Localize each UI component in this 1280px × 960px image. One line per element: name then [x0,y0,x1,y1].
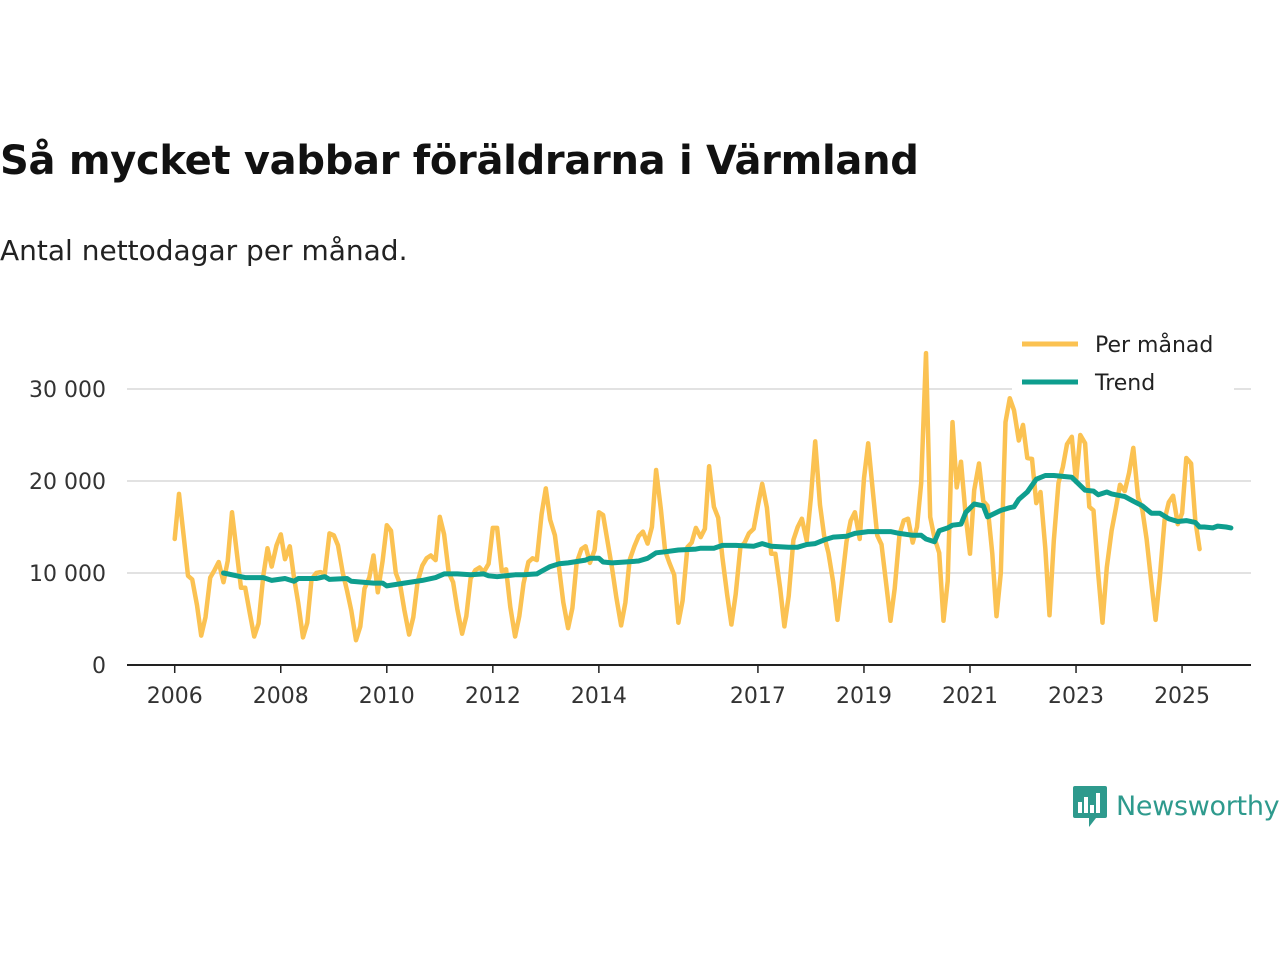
series-line-trend [221,473,1234,589]
y-tick-label: 0 [92,654,106,679]
y-tick-label: 10 000 [29,562,106,587]
x-tick-label: 2010 [359,684,415,709]
x-tick-label: 2019 [836,684,892,709]
x-tick-label: 2021 [942,684,998,709]
newsworthy-logo-icon [1073,786,1107,827]
y-tick-label: 30 000 [29,378,106,403]
legend-label: Trend [1094,371,1155,396]
x-tick-label: 2017 [730,684,786,709]
series-lines [172,350,1234,643]
legend: Per månad Trend [1012,326,1234,396]
x-tick-label: 2008 [253,684,309,709]
y-axis-ticks: 0 10 000 20 000 30 000 [29,378,106,679]
x-tick-label: 2023 [1048,684,1104,709]
brand-logo[interactable]: Newsworthy [1072,784,1280,828]
x-tick-label: 2025 [1154,684,1210,709]
chart-subtitle: Antal nettodagar per månad. [0,234,408,267]
brand-name: Newsworthy [1116,790,1280,822]
x-tick-label: 2006 [147,684,203,709]
y-tick-label: 20 000 [29,470,106,495]
x-axis-ticks: 2006 2008 2010 2012 2014 2017 2019 2021 2023 2025 [147,665,1210,709]
chart-title: Så mycket vabbar föräldrarna i Värmland [0,138,919,184]
x-tick-label: 2012 [465,684,521,709]
x-tick-label: 2014 [571,684,627,709]
series-line-per-manad [172,350,1202,643]
legend-label: Per månad [1095,332,1213,358]
